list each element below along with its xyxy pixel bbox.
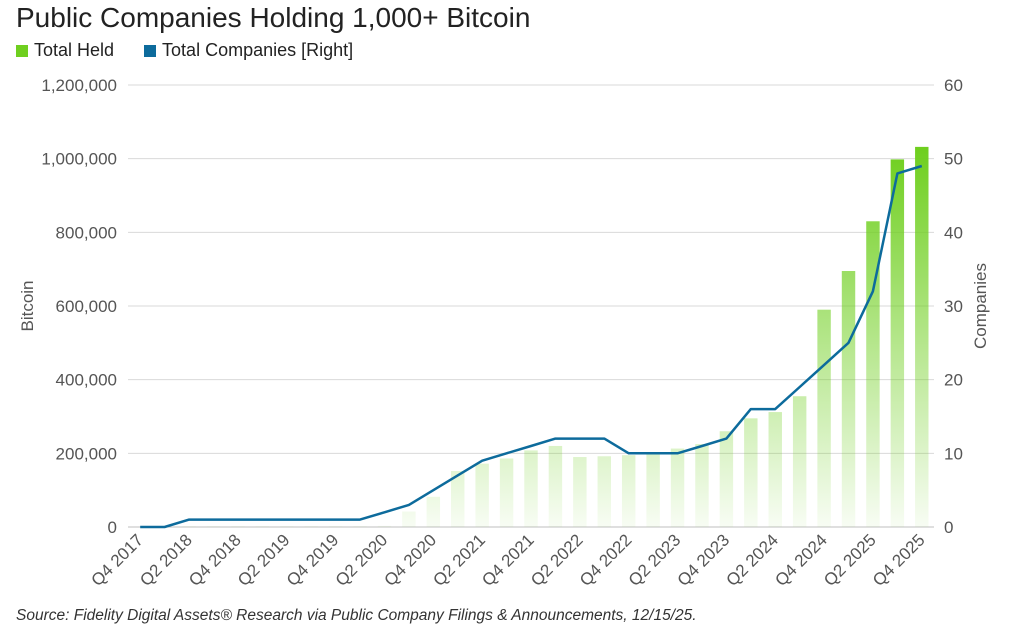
bar-total-held bbox=[915, 146, 929, 527]
x-tick-label: Q2 2018 bbox=[136, 530, 196, 590]
x-tick-label: Q2 2023 bbox=[625, 530, 685, 590]
bar-total-held bbox=[841, 271, 856, 527]
legend-swatch-green bbox=[16, 44, 28, 57]
bar-total-held bbox=[255, 526, 270, 527]
bar-total-held bbox=[206, 526, 221, 527]
bar-total-held bbox=[353, 526, 367, 527]
y-left-tick-label: 1,200,000 bbox=[41, 76, 117, 95]
x-tick-label: Q4 2025 bbox=[869, 530, 929, 590]
x-tick-label: Q2 2021 bbox=[429, 530, 489, 590]
bar-total-held bbox=[890, 159, 905, 528]
bar-total-held bbox=[670, 448, 685, 527]
x-tick-label: Q4 2017 bbox=[87, 530, 147, 590]
y-left-tick-label: 200,000 bbox=[56, 444, 117, 463]
bar-total-held bbox=[719, 431, 734, 527]
source-note: Source: Fidelity Digital Assets® Researc… bbox=[16, 607, 697, 624]
y-axis-right: 0 10 20 30 40 50 60 bbox=[944, 76, 963, 537]
y-left-tick-label: 400,000 bbox=[56, 371, 117, 390]
legend-label-total-held: Total Held bbox=[34, 40, 115, 60]
bar-total-held bbox=[499, 458, 514, 527]
bar-total-held bbox=[621, 455, 636, 527]
x-tick-label: Q4 2023 bbox=[674, 530, 734, 590]
bar-total-held bbox=[451, 471, 465, 527]
x-tick-label: Q4 2021 bbox=[478, 530, 538, 590]
legend-item-total-companies: Total Companies [Right] bbox=[144, 40, 353, 61]
y-right-tick-label: 10 bbox=[944, 444, 963, 463]
x-tick-label: Q4 2024 bbox=[771, 530, 831, 590]
y-right-tick-label: 40 bbox=[944, 223, 963, 242]
y-left-tick-label: 800,000 bbox=[56, 223, 117, 242]
series-line-total-companies bbox=[140, 164, 923, 529]
bar-total-held bbox=[524, 450, 538, 527]
legend-label-total-companies: Total Companies [Right] bbox=[162, 40, 354, 60]
bar-total-held bbox=[695, 444, 709, 527]
bar-total-held bbox=[646, 454, 660, 527]
y-right-tick-label: 20 bbox=[944, 371, 963, 390]
y-axis-left-title: Bitcoin bbox=[18, 280, 37, 331]
bar-total-held bbox=[792, 396, 807, 527]
bar-total-held bbox=[817, 309, 831, 527]
x-tick-label: Q4 2019 bbox=[283, 530, 343, 590]
y-right-tick-label: 50 bbox=[944, 150, 963, 169]
y-right-tick-label: 0 bbox=[944, 518, 953, 537]
bar-total-held bbox=[744, 418, 758, 527]
bars-total-held bbox=[182, 146, 929, 528]
x-tick-label: Q2 2020 bbox=[332, 530, 392, 590]
bar-total-held bbox=[328, 526, 343, 527]
y-left-tick-label: 0 bbox=[108, 518, 117, 537]
chart-title: Public Companies Holding 1,000+ Bitcoin bbox=[16, 2, 531, 33]
y-axis-right-title: Companies bbox=[971, 263, 990, 349]
bar-total-held bbox=[280, 526, 294, 527]
bar-total-held bbox=[231, 526, 245, 527]
x-tick-label: Q4 2018 bbox=[185, 530, 245, 590]
bar-total-held bbox=[377, 525, 392, 527]
y-axis-left: 0 200,000 400,000 600,000 800,000 1,000,000 1,… bbox=[41, 76, 117, 537]
bar-total-held bbox=[475, 463, 489, 527]
x-tick-label: Q4 2022 bbox=[576, 530, 636, 590]
legend-item-total-held: Total Held bbox=[16, 40, 114, 61]
bar-total-held bbox=[402, 511, 416, 527]
bar-total-held bbox=[597, 456, 611, 527]
y-right-tick-label: 60 bbox=[944, 76, 963, 95]
x-tick-label: Q2 2022 bbox=[527, 530, 587, 590]
x-tick-label: Q4 2020 bbox=[381, 530, 441, 590]
bar-total-held bbox=[304, 526, 318, 527]
y-left-tick-label: 1,000,000 bbox=[41, 150, 117, 169]
line-total-companies bbox=[140, 164, 923, 529]
x-tick-label: Q2 2025 bbox=[820, 530, 880, 590]
bar-total-held bbox=[182, 526, 196, 527]
bar-total-held bbox=[548, 445, 563, 527]
x-tick-label: Q2 2019 bbox=[234, 530, 294, 590]
y-left-tick-label: 600,000 bbox=[56, 297, 117, 316]
bar-total-held bbox=[768, 412, 782, 527]
bar-total-held bbox=[573, 457, 587, 527]
legend-swatch-blue bbox=[144, 44, 157, 57]
y-right-tick-label: 30 bbox=[944, 297, 963, 316]
legend: Total Held Total Companies [Right] bbox=[16, 40, 353, 61]
bar-total-held bbox=[426, 496, 441, 527]
x-tick-label: Q2 2024 bbox=[723, 530, 783, 590]
